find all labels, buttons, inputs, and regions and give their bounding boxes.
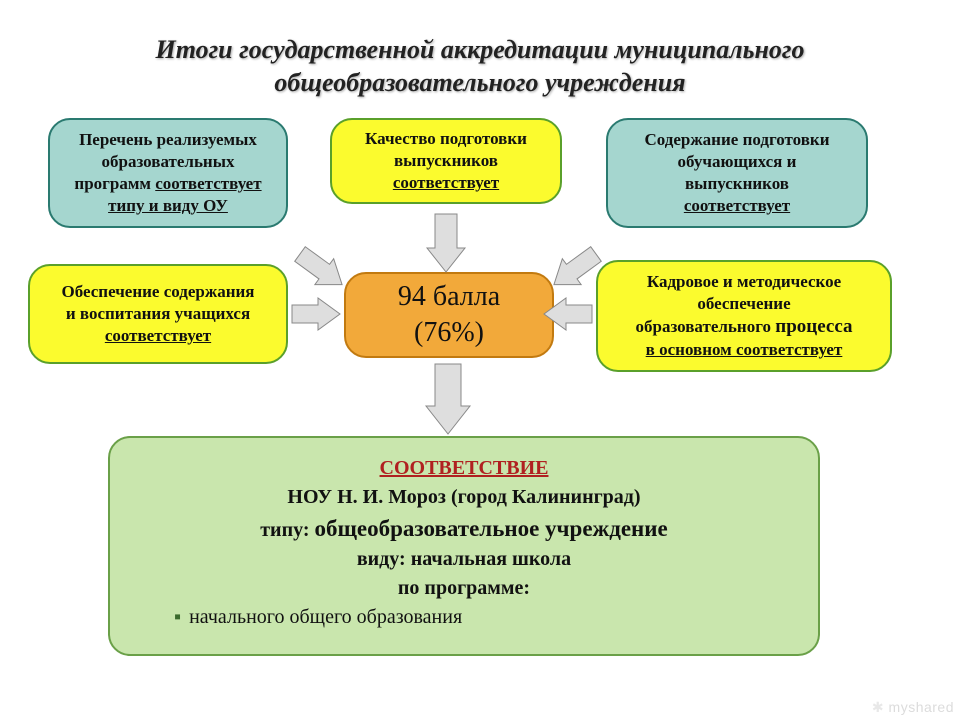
box-score: 94 балла (76%) [344,272,554,358]
score-line1: 94 балла [398,279,500,315]
box-provision: Обеспечение содержания и воспитания учащ… [28,264,288,364]
watermark: ✱ myshared [872,699,954,716]
box-content: Содержание подготовки обучающихся и выпу… [606,118,868,228]
page-title: Итоги государственной аккредитации муниц… [0,0,960,109]
conclusion-heading: СООТВЕТСТВИЕ [380,457,549,479]
score-line2: (76%) [414,315,484,351]
box-quality: Качество подготовки выпускников соответс… [330,118,562,204]
box-programs: Перечень реализуемых образовательных про… [48,118,288,228]
box-staffing: Кадровое и методическое обеспечение обра… [596,260,892,372]
conclusion-org: НОУ Н. И. Мороз (город Калининград) [287,486,640,508]
box-conclusion: СООТВЕТСТВИЕ НОУ Н. И. Мороз (город Кали… [108,436,820,656]
